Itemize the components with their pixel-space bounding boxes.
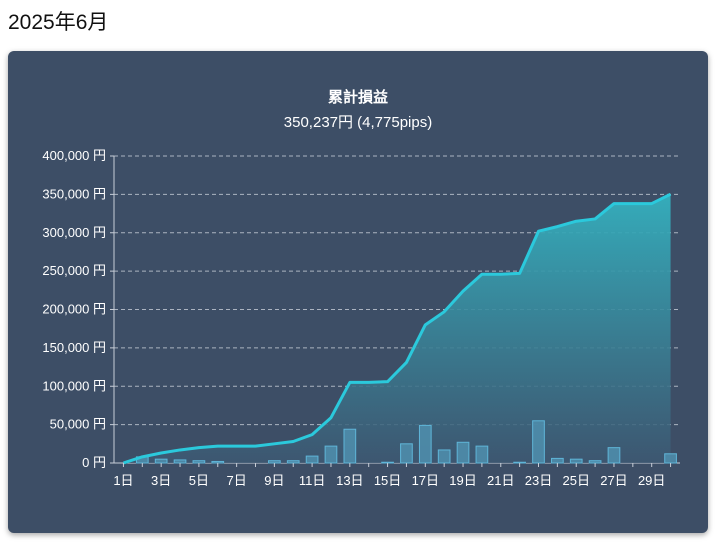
y-tick-label: 400,000 円 (42, 148, 106, 163)
x-tick-label: 9日 (264, 473, 284, 488)
cumulative-line (122, 192, 672, 465)
x-tick-label: 25日 (562, 473, 589, 488)
y-axis: 0 円 50,000 円 100,000 円 150,000 円 200,000 円 25… (42, 148, 106, 470)
daily-pnl-bar (532, 420, 545, 464)
cumulative-area (123, 194, 671, 463)
x-tick-label: 7日 (227, 473, 247, 488)
y-tick-label: 250,000 円 (42, 263, 106, 278)
x-tick-label: 13日 (336, 473, 363, 488)
daily-pnl-bar (437, 449, 451, 464)
daily-pnl-bar (286, 460, 300, 464)
y-tick-label: 300,000 円 (42, 225, 106, 240)
daily-pnl-bar (173, 459, 187, 464)
daily-pnl-bar (192, 460, 206, 464)
x-tick-label: 1日 (113, 473, 133, 488)
daily-pnl-bar (418, 424, 432, 464)
daily-pnl-bar (513, 461, 526, 464)
x-tick-label: 19日 (449, 473, 476, 488)
daily-pnl-bar (343, 428, 357, 464)
y-tick-label: 0 円 (82, 455, 106, 470)
daily-pnl-bar (664, 453, 677, 464)
chart-title: 累計損益 (327, 89, 388, 106)
area-layer (123, 194, 671, 463)
x-tick-label: 5日 (189, 473, 209, 488)
x-tick-label: 17日 (412, 473, 439, 488)
daily-pnl-bar (456, 441, 470, 464)
chart-card: 累計損益 350,237円 (4,775pips) 0 円 50,000 円 100… (8, 51, 708, 533)
x-tick-label: 15日 (374, 473, 401, 488)
daily-pnl-bar (154, 458, 168, 464)
x-tick-label: 23日 (525, 473, 552, 488)
y-tick-label: 50,000 円 (50, 417, 106, 432)
y-tick-label: 200,000 円 (42, 302, 106, 317)
daily-pnl-bar (211, 460, 225, 464)
daily-pnl-bar (400, 443, 413, 464)
x-tick-label: 29日 (638, 473, 665, 488)
cumulative-pnl-chart: 0 円 50,000 円 100,000 円 150,000 円 200,000 円 25… (42, 148, 680, 488)
x-axis: 1日 3日 5日 7日 9日 11日 13日 15日 17日 19日 21日 23日 25日 27日 29日 (113, 463, 672, 488)
daily-pnl-bar (268, 460, 281, 464)
x-tick-label: 11日 (299, 473, 326, 488)
line-layer (122, 192, 672, 465)
daily-pnl-bar (588, 460, 602, 464)
daily-pnl-bar (569, 458, 583, 464)
x-tick-label: 3日 (151, 473, 171, 488)
x-tick-label: 27日 (600, 473, 627, 488)
daily-pnl-bar (551, 457, 564, 464)
month-title: 2025年6月 (8, 11, 109, 34)
daily-pnl-bar (475, 445, 489, 464)
y-tick-label: 350,000 円 (42, 186, 106, 201)
chart-subtitle: 350,237円 (4,775pips) (283, 114, 433, 131)
daily-pnl-bar (607, 447, 621, 464)
daily-pnl-bar (381, 461, 394, 464)
x-tick-label: 21日 (487, 473, 514, 488)
daily-pnl-bar (324, 445, 338, 464)
y-tick-label: 150,000 円 (42, 340, 106, 355)
daily-pnl-bar (305, 455, 319, 464)
y-tick-label: 100,000 円 (42, 378, 106, 393)
